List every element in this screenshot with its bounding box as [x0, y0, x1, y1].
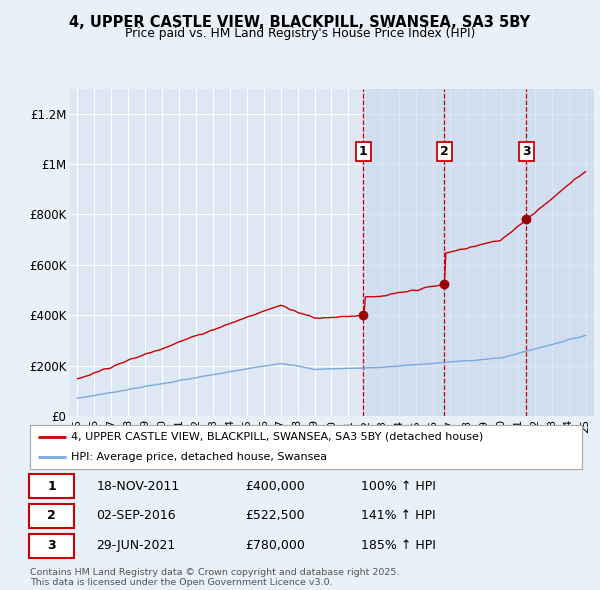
Text: Contains HM Land Registry data © Crown copyright and database right 2025.: Contains HM Land Registry data © Crown c…	[30, 568, 400, 576]
Text: £400,000: £400,000	[245, 480, 305, 493]
Bar	[526, 88, 594, 416]
Text: 100% ↑ HPI: 100% ↑ HPI	[361, 480, 436, 493]
Text: 29-JUN-2021: 29-JUN-2021	[96, 539, 175, 552]
Text: 18-NOV-2011: 18-NOV-2011	[96, 480, 179, 493]
FancyBboxPatch shape	[29, 534, 74, 558]
FancyBboxPatch shape	[29, 504, 74, 528]
Text: Price paid vs. HM Land Registry's House Price Index (HPI): Price paid vs. HM Land Registry's House …	[125, 27, 475, 40]
Text: This data is licensed under the Open Government Licence v3.0.: This data is licensed under the Open Gov…	[30, 578, 332, 587]
Text: 185% ↑ HPI: 185% ↑ HPI	[361, 539, 436, 552]
Text: 1: 1	[47, 480, 56, 493]
Text: 141% ↑ HPI: 141% ↑ HPI	[361, 509, 436, 522]
Bar	[445, 88, 526, 416]
Text: 4, UPPER CASTLE VIEW, BLACKPILL, SWANSEA, SA3 5BY: 4, UPPER CASTLE VIEW, BLACKPILL, SWANSEA…	[70, 15, 530, 30]
Text: 2: 2	[47, 509, 56, 522]
Text: 02-SEP-2016: 02-SEP-2016	[96, 509, 176, 522]
Text: £780,000: £780,000	[245, 539, 305, 552]
Text: HPI: Average price, detached house, Swansea: HPI: Average price, detached house, Swan…	[71, 452, 328, 462]
Text: 3: 3	[522, 145, 530, 158]
Bar	[364, 88, 445, 416]
Text: 3: 3	[47, 539, 56, 552]
Text: £522,500: £522,500	[245, 509, 305, 522]
Text: 1: 1	[359, 145, 368, 158]
Text: 2: 2	[440, 145, 449, 158]
Text: 4, UPPER CASTLE VIEW, BLACKPILL, SWANSEA, SA3 5BY (detached house): 4, UPPER CASTLE VIEW, BLACKPILL, SWANSEA…	[71, 432, 484, 442]
FancyBboxPatch shape	[29, 474, 74, 498]
